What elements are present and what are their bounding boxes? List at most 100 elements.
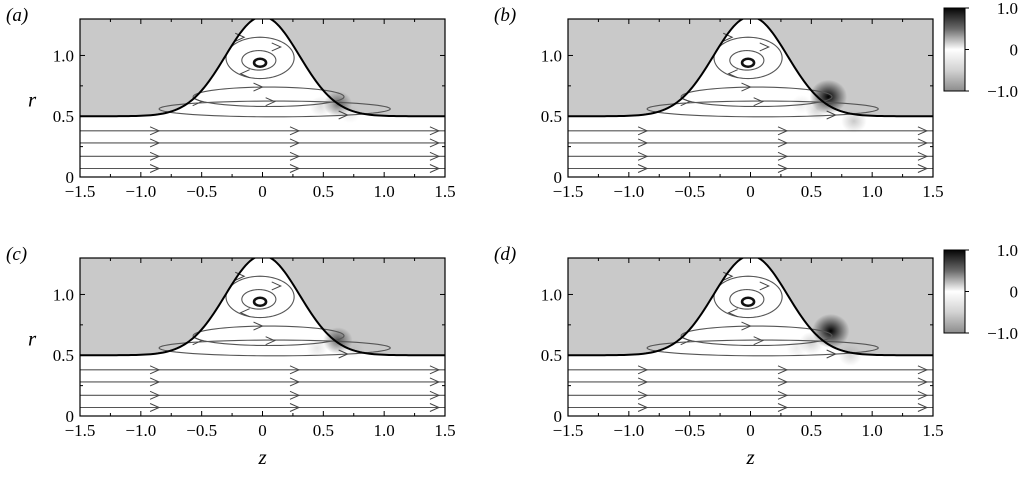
streamline-arrow xyxy=(149,365,161,375)
streamline-arrow xyxy=(429,390,441,400)
y-tick-label: 1.0 xyxy=(541,285,562,304)
streamline-arrow xyxy=(917,403,929,412)
interface-line xyxy=(80,258,445,357)
streamline-arrow xyxy=(777,126,789,136)
streamline-arrow xyxy=(637,365,649,375)
x-tick-label: 1.0 xyxy=(374,421,395,440)
x-tick-label: −1.5 xyxy=(553,421,584,440)
panel-label: (d) xyxy=(494,244,516,265)
colorbar-gradient xyxy=(943,7,966,92)
streamline-loop-vortex-inner xyxy=(241,50,277,71)
x-tick-label: 1.5 xyxy=(922,182,943,201)
streamline-arrow xyxy=(637,390,649,400)
streamline-arrow xyxy=(637,126,649,136)
x-tick-label: 1.5 xyxy=(434,421,455,440)
streamline-arrow xyxy=(149,164,161,173)
interface-line xyxy=(80,19,445,118)
streamline-arrow xyxy=(637,403,649,412)
streamline-arrow xyxy=(149,403,161,412)
streamline-arrow xyxy=(917,365,929,375)
x-tick-label: 1.5 xyxy=(434,182,455,201)
plot-area xyxy=(568,19,933,177)
colorbar-tick-label: 1.0 xyxy=(997,0,1018,18)
streamline-arrow xyxy=(149,390,161,400)
streamline-arrow xyxy=(149,138,161,148)
y-tick-label: 0.5 xyxy=(541,107,562,126)
panel-1: −1.5 −1.0 −0.5 0 0.5 1.0 1.5 0 0.5 1.0 (a) r xyxy=(6,5,456,201)
colorbar: 1.0 0 −1.0 xyxy=(943,0,1019,101)
x-tick-label: −0.5 xyxy=(186,182,217,201)
streamline-arrow xyxy=(777,377,789,387)
streamline-arrow xyxy=(289,126,301,136)
streamline-arrow xyxy=(777,403,789,412)
vorticity-blob xyxy=(339,104,361,124)
streamline-arrow xyxy=(680,97,691,107)
x-tick-label: −1.5 xyxy=(65,421,96,440)
y-tick-label: 0 xyxy=(66,168,75,187)
vortex-core xyxy=(252,57,268,69)
colorbar-gradient xyxy=(943,249,966,334)
y-tick-label: 0 xyxy=(554,168,563,187)
x-tick-label: 1.0 xyxy=(862,421,883,440)
streamline-arrow xyxy=(777,390,789,400)
x-tick-label: −0.5 xyxy=(186,421,217,440)
panel-label: (a) xyxy=(6,5,28,26)
x-tick-label: 0 xyxy=(258,421,267,440)
streamline-arrow xyxy=(192,97,203,107)
x-axis-label: z xyxy=(746,445,755,469)
x-tick-label: −0.5 xyxy=(674,421,705,440)
y-tick-label: 0.5 xyxy=(53,107,74,126)
panel-label: (b) xyxy=(494,5,516,26)
panel-4: −1.5 −1.0 −0.5 0 0.5 1.0 1.5 0 0.5 1.0 (d) z 1.0 0 −1.… xyxy=(494,241,1018,469)
y-axis-label: r xyxy=(28,327,37,351)
vorticity-blob xyxy=(786,338,808,358)
colorbar: 1.0 0 −1.0 xyxy=(943,241,1019,343)
streamline-loop-vortex xyxy=(225,36,295,80)
streamline-arrow xyxy=(289,151,301,161)
y-tick-label: 0 xyxy=(66,407,75,426)
streamline-loop-vortex xyxy=(713,275,783,319)
vortex-core xyxy=(252,296,268,308)
x-tick-label: 0 xyxy=(258,182,267,201)
streamline-loop-upper xyxy=(192,86,345,108)
streamline-arrow xyxy=(289,403,301,412)
y-tick-label: 0.5 xyxy=(541,346,562,365)
streamline-arrow xyxy=(338,110,349,120)
streamline-arrow xyxy=(429,138,441,148)
streamline-arrow xyxy=(741,82,752,92)
streamline-arrow xyxy=(826,110,837,120)
gas-region xyxy=(80,258,445,356)
streamline-arrow xyxy=(265,336,276,346)
streamline-arrow xyxy=(917,138,929,148)
streamline-arrow xyxy=(429,151,441,161)
streamline-arrow xyxy=(289,390,301,400)
streamline-arrow xyxy=(429,126,441,136)
y-tick-label: 1.0 xyxy=(53,285,74,304)
streamline-arrow xyxy=(777,365,789,375)
streamline-loop-vortex-inner xyxy=(241,289,277,310)
streamline-arrow xyxy=(637,377,649,387)
x-tick-label: −0.5 xyxy=(674,182,705,201)
colorbar-tick-label: 0 xyxy=(1010,283,1019,302)
y-axis-label: r xyxy=(28,88,37,112)
x-tick-label: 1.5 xyxy=(922,421,943,440)
streamline-arrow xyxy=(289,365,301,375)
streamline-arrow xyxy=(429,377,441,387)
streamline-arrow xyxy=(429,164,441,173)
x-tick-label: −1.0 xyxy=(125,182,156,201)
streamline-arrow xyxy=(429,365,441,375)
x-tick-label: 1.0 xyxy=(374,182,395,201)
streamline-arrow xyxy=(265,97,276,107)
plot-area xyxy=(80,258,445,416)
streamline-arrow xyxy=(777,164,789,173)
panel-label: (c) xyxy=(6,244,27,265)
panel-2: −1.5 −1.0 −0.5 0 0.5 1.0 1.5 0 0.5 1.0 (b) 1.0 0 −1.0 xyxy=(494,0,1018,201)
colorbar-tick-label: −1.0 xyxy=(987,324,1018,343)
plot-area xyxy=(568,258,933,416)
streamline-arrow xyxy=(149,377,161,387)
streamline-arrow xyxy=(680,336,691,346)
vortex-core xyxy=(740,296,756,308)
streamline-loop-vortex-inner xyxy=(729,289,765,310)
streamline-loop-vortex xyxy=(225,275,295,319)
colorbar-tick-label: 0 xyxy=(1010,41,1019,60)
